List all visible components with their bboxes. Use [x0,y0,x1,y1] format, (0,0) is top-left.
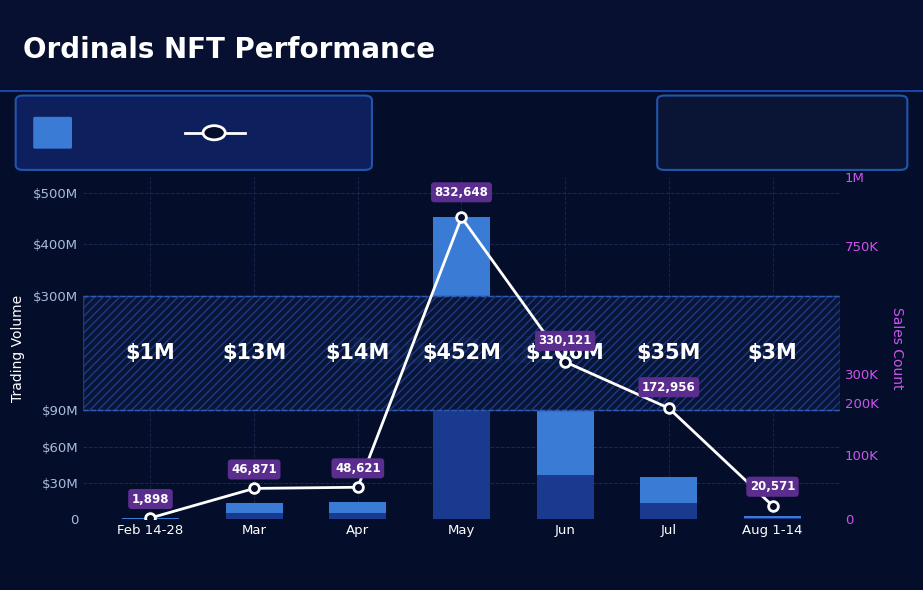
Text: DappRadar: DappRadar [348,336,575,371]
Text: $452M: $452M [422,343,501,363]
Bar [83,296,840,410]
Bar [433,405,490,519]
Text: 48,621: 48,621 [335,462,380,475]
Text: 172,956: 172,956 [642,381,696,394]
Text: 46,871: 46,871 [232,463,277,476]
Text: $106M: $106M [526,343,605,363]
Text: $1M: $1M [126,343,175,363]
Bar [225,503,282,519]
Bar [433,218,490,519]
Bar [744,518,801,519]
Bar [330,502,387,519]
Text: 832,648: 832,648 [435,186,488,199]
Y-axis label: Sales Count: Sales Count [890,307,904,389]
Bar [641,503,698,519]
Text: $3M: $3M [748,343,797,363]
Text: Feb 14 – Aug 14 2023: Feb 14 – Aug 14 2023 [699,126,867,140]
Text: $13M: $13M [222,343,286,363]
Bar [122,518,179,519]
Text: 20,571: 20,571 [749,480,796,493]
Y-axis label: Trading Volume: Trading Volume [11,294,25,402]
Bar [536,474,593,519]
Bar [641,477,698,519]
Text: Trading Volume: Trading Volume [78,126,181,139]
Text: $35M: $35M [637,343,701,363]
Bar [83,296,840,410]
Text: 1,898: 1,898 [132,493,169,506]
Text: Ordinals NFT Performance: Ordinals NFT Performance [23,36,436,64]
Text: $14M: $14M [326,343,390,363]
Bar [536,402,593,519]
Text: 330,121: 330,121 [538,335,592,348]
Bar [744,516,801,519]
Bar [225,513,282,519]
Bar [330,513,387,519]
Text: Sales Count: Sales Count [251,126,330,139]
